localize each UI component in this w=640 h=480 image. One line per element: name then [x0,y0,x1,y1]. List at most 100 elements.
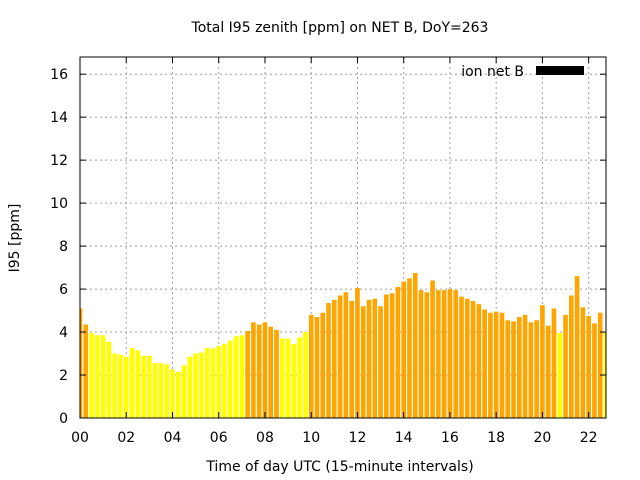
y-tick-label: 14 [50,110,68,126]
bar [112,353,117,418]
y-tick-label: 10 [50,196,68,212]
bar [349,300,354,418]
bar [459,296,464,418]
bar [528,322,534,418]
bar [597,312,603,418]
bar [297,337,302,418]
x-tick-label: 18 [487,430,505,446]
bar [251,322,256,418]
bar [123,356,129,418]
y-tick-label: 6 [59,282,68,298]
plot-frame [79,56,607,419]
bar [147,355,152,418]
bar [152,363,158,418]
y-tick-label: 4 [59,325,68,341]
x-tick-label: 16 [441,430,459,446]
bar [95,335,100,418]
bar [389,293,395,418]
y-axis-label: I95 [ppm] [7,204,23,273]
bar [118,354,123,418]
bar [129,348,135,418]
bar [80,308,83,418]
bar [256,324,262,418]
bar [557,333,563,418]
y-tick-label: 12 [50,153,68,169]
bar [106,341,112,418]
bar [227,340,233,418]
legend-label: ion net B [461,64,524,80]
bar [499,312,505,418]
x-tick-label: 12 [349,430,367,446]
bar [424,292,430,418]
x-tick-label: 10 [302,430,320,446]
y-tick-label: 0 [59,411,68,427]
bar [464,298,470,418]
bar [430,280,435,418]
bar [303,332,308,418]
bar [540,305,545,418]
bar [89,333,94,418]
x-tick-label: 14 [395,430,413,446]
bar [372,298,378,418]
bar [488,312,493,418]
bar [291,343,297,418]
bar [216,346,222,418]
bar [522,314,528,418]
bar [586,315,591,418]
bar [141,355,146,418]
chart-title: Total I95 zenith [ppm] on NET B, DoY=263 [191,20,489,36]
bar [262,322,268,418]
bar [505,320,511,418]
bar [412,272,418,418]
bar [401,281,407,418]
bar [441,290,447,418]
bar [274,329,279,418]
x-tick-label: 22 [580,430,598,446]
bar [569,295,574,418]
x-axis-label: Time of day UTC (15-minute intervals) [205,459,473,475]
bar [83,324,89,418]
bar [476,304,482,418]
bar [592,323,597,418]
bar [436,290,441,418]
bar [135,350,141,418]
bar [418,290,424,418]
x-tick-label: 04 [164,430,182,446]
bar [453,290,459,418]
bar [181,365,187,418]
bar [332,299,337,418]
bar [233,336,239,418]
bar [407,278,412,418]
bar [545,325,551,418]
bar [511,321,516,418]
bar [158,363,164,418]
bar [355,287,360,418]
bar [493,311,499,418]
bar [384,294,389,418]
bar [326,303,331,418]
bar [366,299,372,418]
bar [164,364,170,418]
bar [337,295,343,418]
legend-swatch [536,66,584,75]
bar [170,369,175,418]
x-tick-label: 20 [534,430,552,446]
bar [268,326,274,418]
bar [482,309,487,418]
bar [285,338,291,418]
bar [204,348,210,418]
bar [210,348,216,418]
bar [175,371,181,418]
bar [239,335,245,418]
bar [245,330,250,418]
bar [580,307,586,418]
bar [395,286,401,418]
bar [279,338,285,418]
x-tick-label: 02 [117,430,135,446]
x-tick-label: 06 [210,430,228,446]
y-tick-label: 2 [59,368,68,384]
bar [343,292,349,418]
bar [360,306,366,418]
